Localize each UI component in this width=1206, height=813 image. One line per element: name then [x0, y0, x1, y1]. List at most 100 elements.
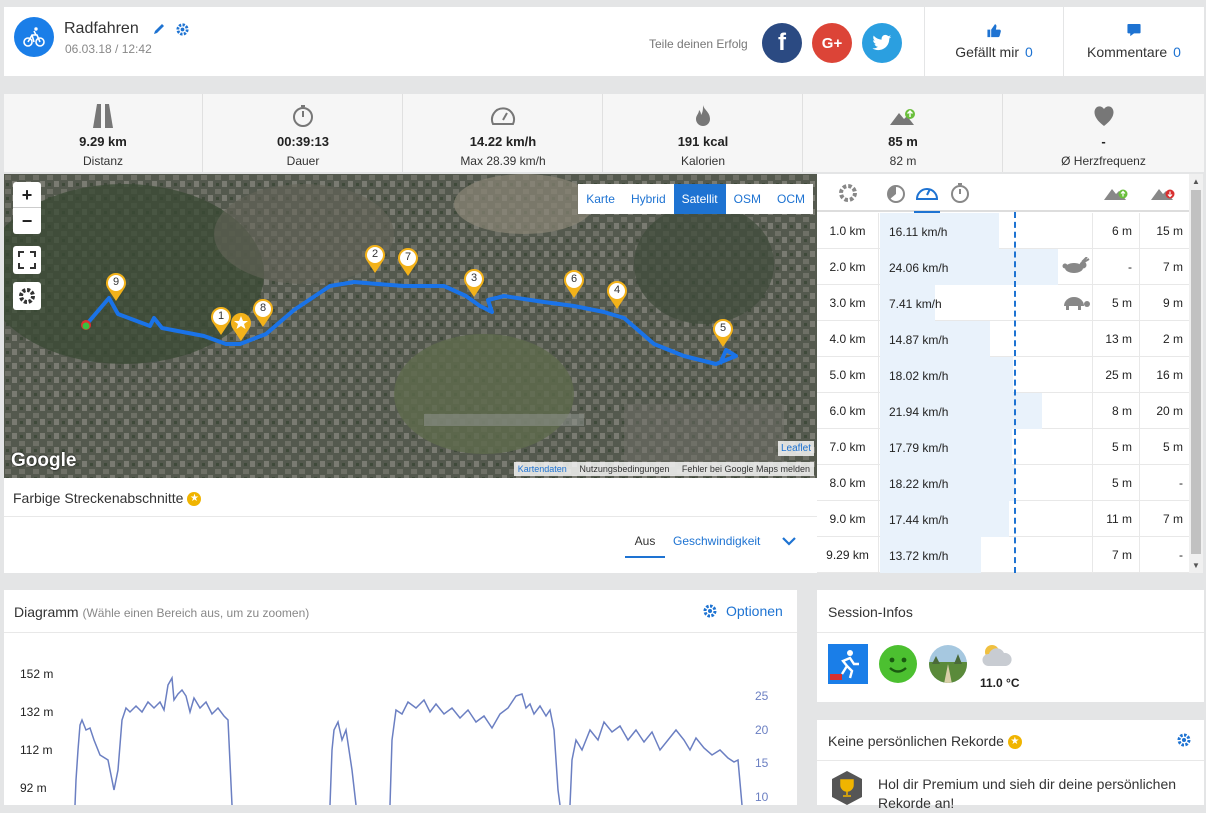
split-descent: 2 m	[1139, 321, 1189, 357]
kartendaten-link[interactable]: Kartendaten	[517, 464, 567, 474]
route-marker-4[interactable]: 4	[606, 280, 628, 310]
split-ascent: 25 m	[1092, 357, 1138, 393]
route-marker-9[interactable]: 9	[105, 272, 127, 302]
route-marker-2[interactable]: 2	[364, 244, 386, 274]
route-marker-1[interactable]: 1	[210, 306, 232, 336]
split-distance: 9.29 km	[817, 537, 879, 573]
stat-value: 9.29 km	[79, 134, 127, 149]
split-row[interactable]: 5.0 km 18.02 km/h 25 m 16 m	[817, 357, 1189, 393]
stat-value: -	[1101, 134, 1106, 149]
map-layer-switcher[interactable]: Karte Hybrid Satellit OSM OCM	[578, 184, 813, 214]
route-marker-7[interactable]: 7	[397, 247, 419, 277]
diagram-options-button[interactable]: Optionen	[702, 603, 783, 619]
pace-tab-icon[interactable]	[886, 182, 906, 209]
layer-tab-satellit[interactable]: Satellit	[673, 184, 726, 214]
gear-icon[interactable]	[175, 22, 190, 42]
route-marker-8[interactable]: 8	[252, 298, 274, 328]
twitter-share-button[interactable]	[862, 23, 902, 63]
records-premium-text: Hol dir Premium und sieh dir deine persö…	[878, 776, 1177, 811]
chevron-down-icon[interactable]	[781, 534, 797, 552]
records-settings-gear-icon[interactable]	[1176, 732, 1192, 753]
segment-option-speed[interactable]: Geschwindigkeit	[673, 534, 761, 548]
activity-date: 06.03.18 / 12:42	[65, 42, 152, 56]
split-speed-bar	[880, 501, 1009, 537]
facebook-share-button[interactable]: f	[762, 23, 802, 63]
zoom-out-button[interactable]: −	[21, 211, 33, 231]
y-axis-label: 92 m	[20, 781, 47, 795]
route-marker-label: 3	[470, 272, 478, 284]
layer-tab-hybrid[interactable]: Hybrid	[630, 192, 666, 206]
split-row[interactable]: 6.0 km 21.94 km/h 8 m 20 m	[817, 393, 1189, 429]
comment-button[interactable]: Kommentare 0	[1064, 7, 1204, 76]
map-settings-gear-icon[interactable]	[13, 282, 41, 310]
split-row[interactable]: 9.29 km 13.72 km/h 7 m-	[817, 537, 1189, 573]
leaflet-link[interactable]: Leaflet	[777, 441, 814, 456]
speech-bubble-icon	[1127, 23, 1141, 37]
smiley-happy-icon[interactable]	[878, 644, 918, 684]
route-marker-6[interactable]: 6	[563, 269, 585, 299]
cloudy-weather-icon[interactable]	[980, 642, 1020, 682]
elevation-up-down-icon	[804, 102, 1002, 130]
y-axis-label: 112 m	[20, 743, 53, 757]
split-row[interactable]: 2.0 km 24.06 km/h -7 m	[817, 249, 1189, 285]
layer-tab-karte[interactable]: Karte	[586, 192, 615, 206]
split-row[interactable]: 1.0 km 16.11 km/h 6 m 15 m	[817, 213, 1189, 249]
fullscreen-button[interactable]	[13, 246, 41, 274]
route-map[interactable]: 1 2 3 4 5 6 7 8 9 + − Karte Hybrid Satellit OSM …	[4, 174, 817, 478]
route-marker-label: 7	[404, 251, 412, 263]
segment-option-off[interactable]: Aus	[625, 534, 665, 558]
layer-tab-ocm[interactable]: OCM	[777, 192, 805, 206]
time-tab-stopwatch-icon[interactable]	[950, 182, 970, 209]
report-error-link[interactable]: Fehler bei Google Maps melden	[681, 464, 810, 474]
split-distance: 1.0 km	[817, 213, 879, 249]
y2-axis-label: 15	[755, 756, 769, 770]
stat-calories: 191 kcal Kalorien	[604, 94, 803, 172]
stat-label: Distanz	[82, 154, 123, 168]
zoom-control[interactable]: + −	[13, 182, 41, 234]
stat-value: 85 m	[888, 134, 918, 149]
diagram-panel[interactable]: Diagramm (Wähle einen Bereich aus, um zu…	[4, 590, 797, 805]
splits-scrollbar[interactable]: ▲ ▼	[1189, 174, 1203, 573]
speed-tab-icon[interactable]	[914, 182, 940, 213]
segments-title: Farbige Streckenabschnitte ★	[13, 490, 202, 507]
route-marker-label: 6	[570, 273, 578, 285]
premium-star-icon: ★	[187, 492, 202, 507]
split-speed-bar	[880, 213, 999, 249]
split-distance: 8.0 km	[817, 465, 879, 501]
comment-count[interactable]: 0	[1173, 44, 1181, 60]
activity-header: Radfahren 06.03.18 / 12:42 Teile deinen …	[4, 7, 1204, 76]
stat-value: 14.22 km/h	[469, 134, 537, 149]
premium-star-icon: ★	[1007, 735, 1022, 750]
split-ascent: -	[1092, 249, 1138, 285]
pencil-icon[interactable]	[152, 22, 166, 41]
session-info-title: Session-Infos	[828, 604, 913, 620]
stat-value: 00:39:13	[276, 134, 330, 149]
split-distance: 3.0 km	[817, 285, 879, 321]
runtastic-pro-app-icon[interactable]	[828, 644, 868, 684]
zoom-in-button[interactable]: +	[13, 182, 41, 208]
googleplus-share-button[interactable]: G+	[812, 23, 852, 63]
elevation-down-icon	[1150, 182, 1176, 207]
splits-settings-gear-icon[interactable]	[837, 182, 859, 209]
route-marker-3[interactable]: 3	[463, 268, 485, 298]
route-marker-label: 5	[719, 322, 727, 334]
split-speed: 13.72 km/h	[889, 549, 949, 563]
layer-tab-osm[interactable]: OSM	[733, 192, 761, 206]
split-ascent: 11 m	[1092, 501, 1138, 537]
record-star-marker-icon[interactable]	[230, 312, 252, 342]
route-marker-5[interactable]: 5	[712, 318, 734, 348]
like-count[interactable]: 0	[1025, 44, 1033, 60]
split-speed-bar	[880, 321, 990, 357]
split-row[interactable]: 8.0 km 18.22 km/h 5 m-	[817, 465, 1189, 501]
split-speed: 17.79 km/h	[889, 441, 949, 455]
surface-path-icon[interactable]	[928, 644, 968, 684]
split-ascent: 5 m	[1092, 285, 1138, 321]
records-title: Keine persönlichen Rekorde ★	[828, 733, 1022, 750]
terms-link[interactable]: Nutzungsbedingungen	[579, 464, 670, 474]
like-button[interactable]: Gefällt mir 0	[925, 7, 1063, 76]
split-speed-bar	[880, 285, 935, 321]
